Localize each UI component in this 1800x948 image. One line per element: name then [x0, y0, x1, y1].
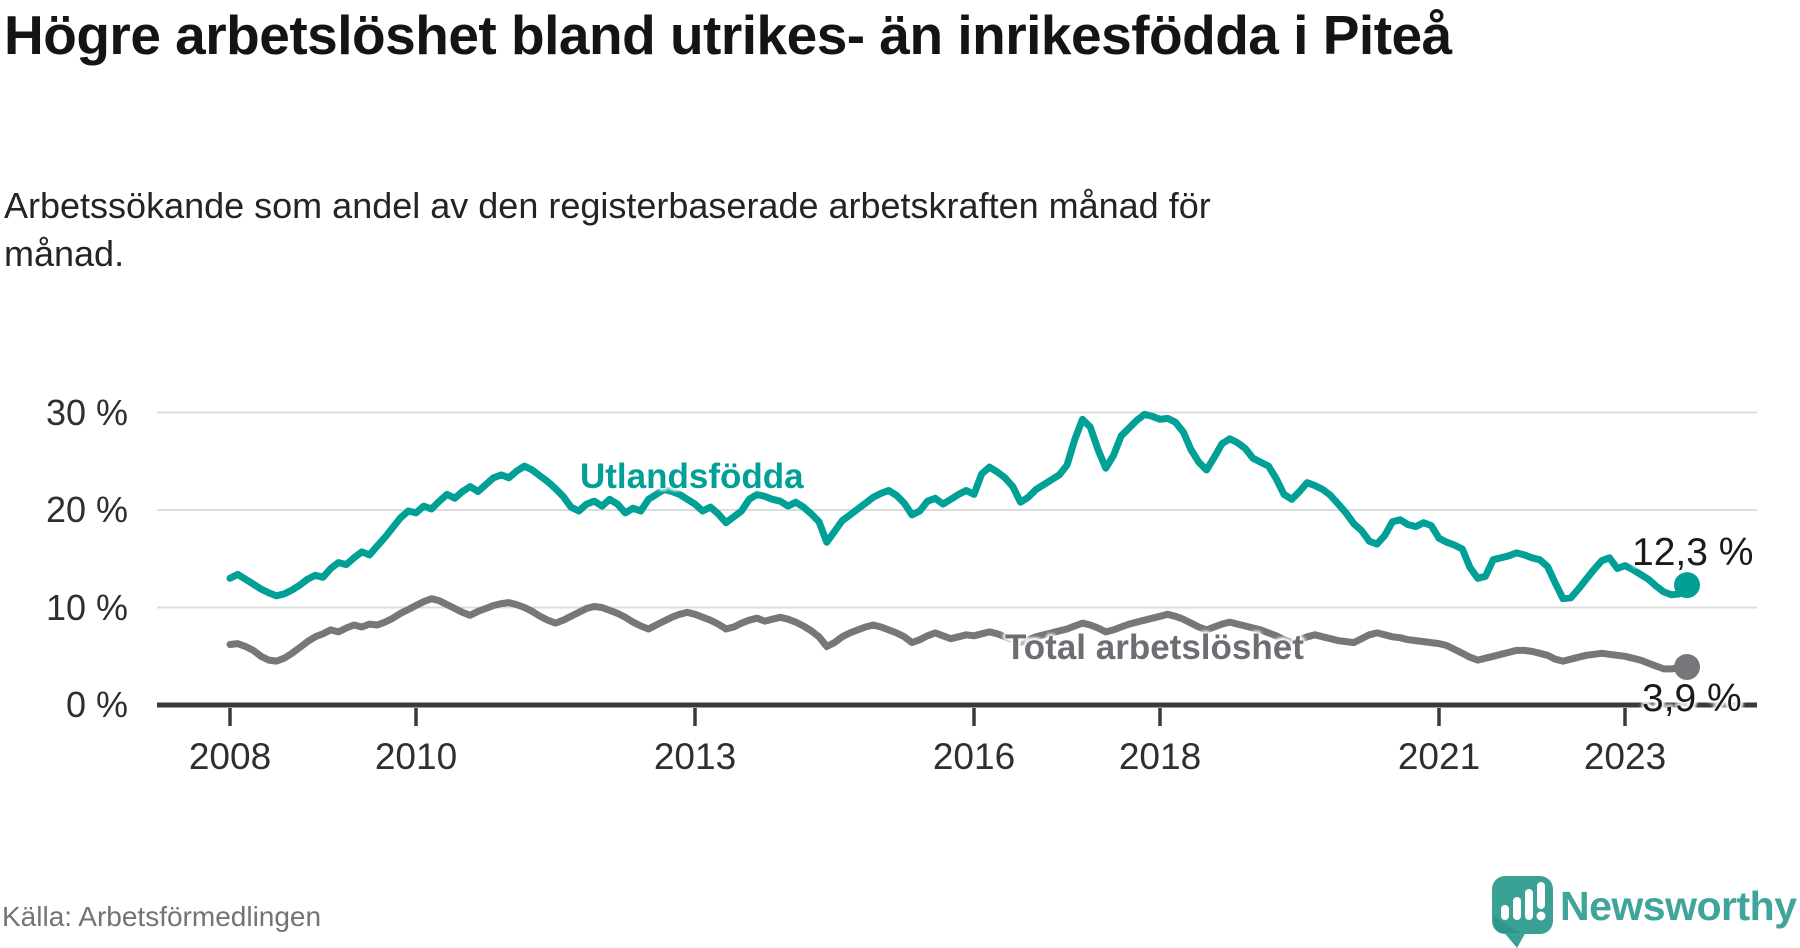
end-value-label-utlandsfodda: 12,3 % [1632, 531, 1754, 574]
page-title: Högre arbetslöshet bland utrikes- än inr… [4, 4, 1564, 67]
source-caption: Källa: Arbetsförmedlingen [2, 901, 322, 932]
logo-bar-tall [1525, 889, 1533, 920]
end-value-label-total: 3,9 % [1642, 677, 1742, 720]
brand-name: Newsworthy [1560, 883, 1797, 929]
series-end-dot-total [1674, 653, 1700, 680]
logo-exclamation-dot [1536, 911, 1546, 921]
x-axis-label: 2023 [1583, 736, 1667, 777]
series-end-dot-utlandsfodda [1674, 572, 1700, 599]
x-axis-label: 2008 [188, 736, 272, 777]
x-axis-label: 2010 [374, 736, 458, 777]
x-axis-label: 2018 [1118, 736, 1202, 777]
newsworthy-logo-icon [1492, 876, 1553, 948]
logo-exclamation-bar [1537, 882, 1545, 909]
page-title-text: Högre arbetslöshet bland utrikes- än inr… [4, 4, 1452, 66]
series-label-utlandsfodda: Utlandsfödda [580, 457, 804, 496]
y-axis-label: 20 % [45, 489, 128, 530]
series-line-total [226, 595, 1691, 673]
subtitle-line-1: Arbetssökande som andel av den registerb… [4, 185, 1211, 226]
logo-bubble-shade [1494, 916, 1520, 933]
y-axis-label: 0 % [65, 684, 128, 725]
x-axis-label: 2016 [932, 736, 1016, 777]
x-axis-label: 2013 [653, 736, 737, 777]
logo-bar-mid [1513, 897, 1521, 920]
series-line-utlandsfodda [226, 410, 1691, 603]
page-subtitle: Arbetssökande som andel av den registerb… [4, 182, 1504, 278]
logo-bar-short [1501, 905, 1509, 920]
y-axis-label: 30 % [45, 391, 128, 433]
subtitle-line-2: månad. [4, 233, 125, 274]
series-label-total-arbetsloshet: Total arbetslöshet [1005, 628, 1304, 667]
y-axis-label: 10 % [45, 586, 128, 628]
x-axis-label: 2021 [1397, 736, 1481, 777]
logo-bubble-tail [1502, 930, 1527, 948]
